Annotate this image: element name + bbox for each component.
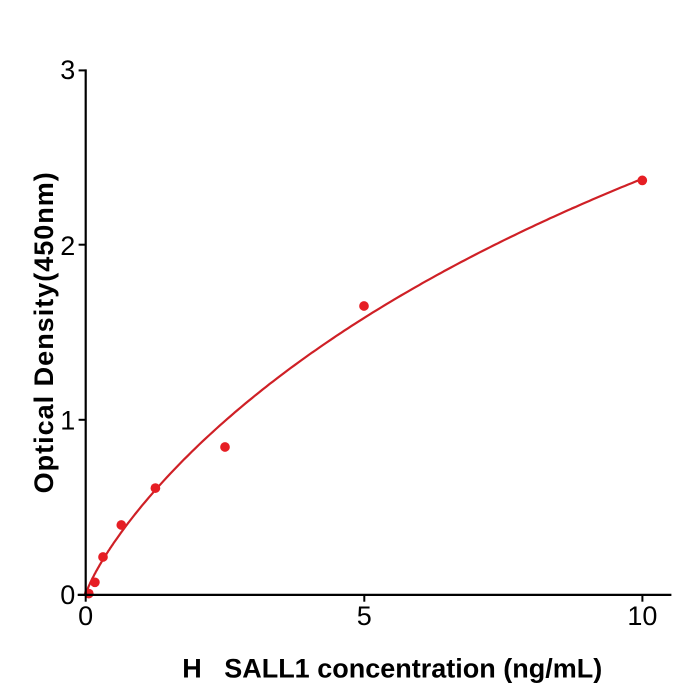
svg-text:3: 3 <box>60 55 75 85</box>
svg-text:1: 1 <box>60 406 75 436</box>
svg-text:0: 0 <box>78 601 93 631</box>
svg-text:0: 0 <box>60 580 75 610</box>
svg-text:Optical Density(450nm): Optical Density(450nm) <box>29 171 59 493</box>
svg-text:H SALL1 concentration (ng/mL: H SALL1 concentration (ng/mL) <box>182 653 602 683</box>
svg-text:10: 10 <box>627 601 657 631</box>
svg-text:2: 2 <box>60 231 75 261</box>
svg-text:5: 5 <box>357 601 372 631</box>
